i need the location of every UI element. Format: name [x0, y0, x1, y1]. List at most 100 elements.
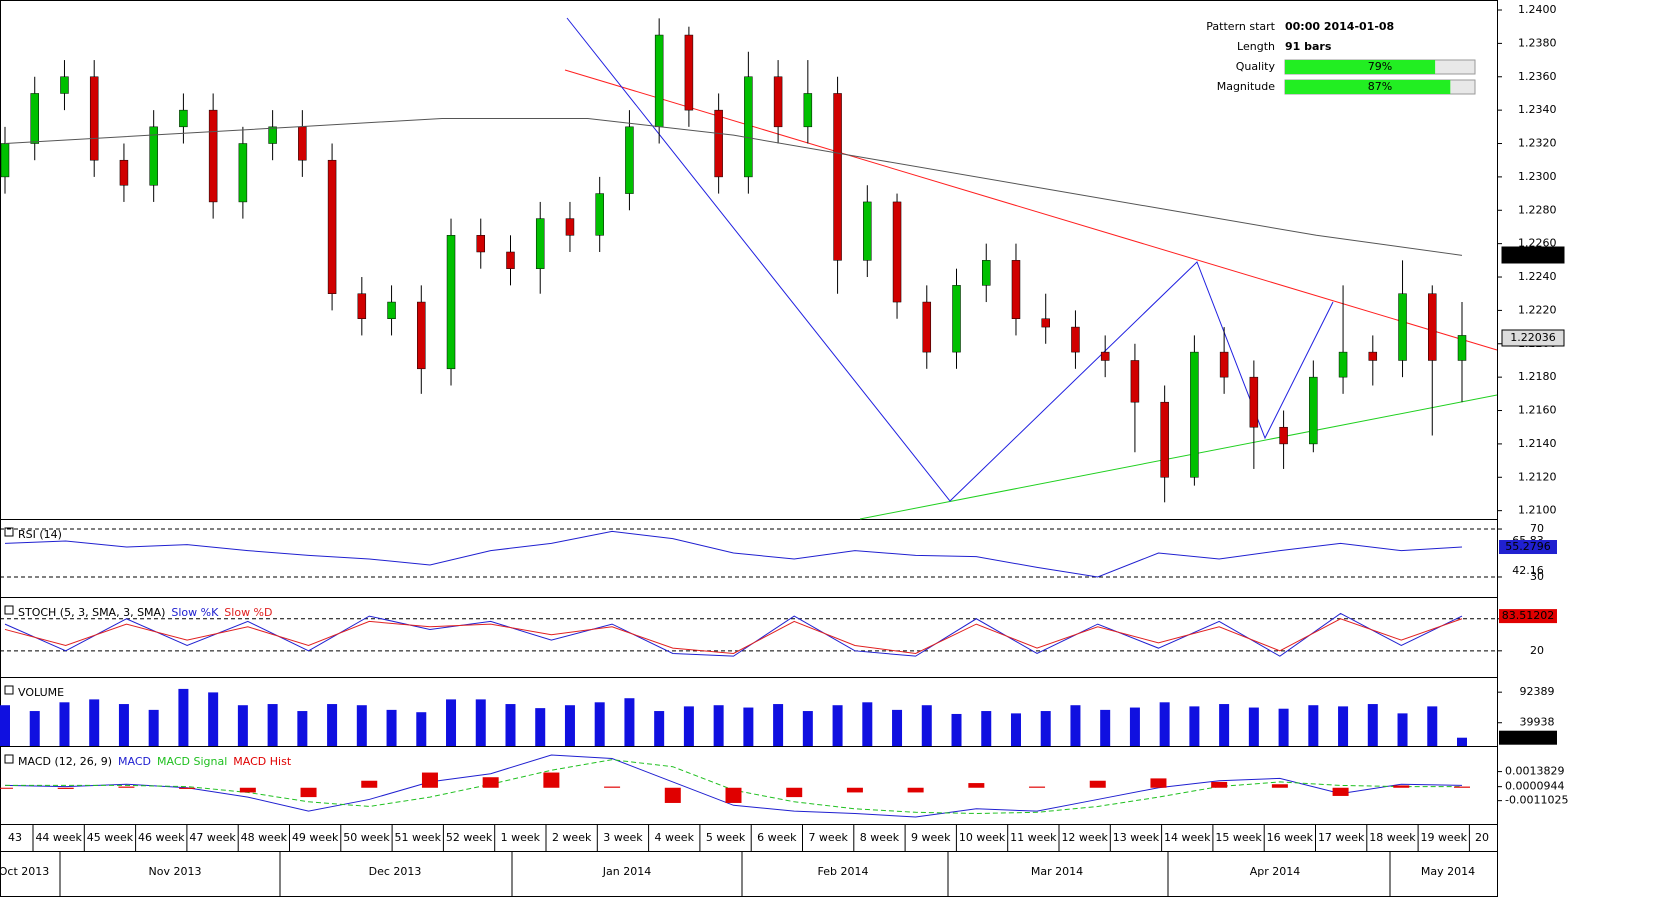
y-tick-label: 1.2180	[1518, 370, 1557, 383]
volume-bar	[1278, 708, 1289, 746]
macd-hist	[1332, 787, 1349, 796]
volume-bar	[1427, 706, 1438, 746]
indicator-line	[4, 754, 1463, 818]
side-label: 14242.42	[1502, 731, 1555, 744]
week-label: 3 week	[603, 831, 643, 844]
volume-bar	[356, 705, 367, 746]
volume-bar	[416, 712, 427, 746]
volume-bar	[624, 698, 635, 746]
candle-body	[1249, 376, 1259, 428]
candle-body	[327, 159, 337, 294]
meter-fill	[1285, 60, 1436, 74]
candle-body	[357, 293, 367, 319]
week-label: 52 week	[446, 831, 493, 844]
week-label: 15 week	[1215, 831, 1262, 844]
meter-fill	[1285, 80, 1451, 94]
legend-entry: MACD Signal	[157, 755, 227, 768]
candle-body	[863, 201, 872, 261]
candle-body	[1428, 293, 1437, 361]
support-line	[859, 394, 1498, 520]
info-value: 00:00 2014-01-08	[1285, 20, 1394, 33]
macd-hist	[1393, 785, 1410, 788]
y-tick-label: 1.2160	[1518, 404, 1557, 417]
week-label: 49 week	[292, 831, 339, 844]
candle-body	[0, 143, 10, 178]
indicator-line	[4, 612, 1463, 657]
week-label: 46 week	[138, 831, 185, 844]
macd-hist	[1029, 786, 1046, 788]
volume-bar	[118, 704, 129, 746]
candle-body	[149, 126, 158, 186]
volume-bar	[1338, 706, 1349, 746]
candle-body	[1309, 376, 1318, 445]
y-tick-label: 1.2320	[1518, 137, 1557, 150]
candle-body	[1368, 351, 1378, 361]
volume-bar	[267, 704, 278, 746]
macd-hist	[604, 786, 621, 788]
side-label: 83.51202	[1502, 609, 1555, 622]
collapse-icon	[4, 685, 14, 695]
candle-body	[1190, 351, 1199, 478]
panel-title: STOCH (5, 3, SMA, 3, SMA) Slow %K Slow %D	[18, 606, 272, 619]
macd-hist	[846, 787, 863, 793]
candle-body	[238, 143, 248, 203]
macd-hist	[361, 780, 378, 788]
candle-body	[1279, 426, 1288, 445]
volume-bar	[1040, 711, 1051, 746]
volume-bar	[892, 709, 903, 746]
candle-body	[89, 76, 99, 161]
info-label: Length	[1237, 40, 1275, 53]
candle-body	[773, 76, 783, 128]
price-box	[1501, 329, 1565, 347]
y-tick-label: 1.2380	[1518, 36, 1557, 49]
candle-body	[833, 93, 842, 261]
meter-label: 87%	[1368, 80, 1392, 93]
candle-body	[60, 76, 69, 94]
panel-title-text: MACD (12, 26, 9)	[18, 755, 112, 768]
volume-bar	[713, 705, 724, 746]
volume-bar	[535, 708, 546, 746]
volume-bar	[981, 711, 992, 746]
volume-bar	[29, 711, 40, 746]
macd-hist	[1211, 781, 1228, 788]
macd-hist	[664, 787, 681, 803]
volume-bar	[237, 705, 248, 746]
candle-body	[595, 193, 604, 236]
volume-bar	[386, 709, 397, 746]
moving-average	[4, 117, 1463, 256]
volume-bar	[1100, 709, 1111, 746]
y-tick-label: 0.0013829	[1505, 765, 1565, 778]
week-label: 8 week	[860, 831, 900, 844]
indicator-line	[4, 530, 1463, 578]
y-tick-label: 1.2140	[1518, 437, 1557, 450]
volume-bar	[148, 709, 159, 746]
month-label: Dec 2013	[369, 865, 422, 878]
week-label: 17 week	[1318, 831, 1365, 844]
week-label: 18 week	[1369, 831, 1416, 844]
y-tick-label: 1.2360	[1518, 70, 1557, 83]
candle-body	[417, 301, 426, 370]
week-label: 20	[1475, 831, 1489, 844]
week-label: 43	[8, 831, 22, 844]
week-label: 44 week	[35, 831, 82, 844]
month-label: Mar 2014	[1031, 865, 1083, 878]
side-label: 42.16	[1512, 564, 1544, 577]
volume-bar	[208, 692, 219, 746]
month-label: Oct 2013	[0, 865, 49, 878]
y-tick-label: 20	[1530, 644, 1544, 657]
volume-bar	[1010, 713, 1021, 746]
volume-bar	[1159, 702, 1170, 746]
week-label: 2 week	[552, 831, 592, 844]
macd-hist	[482, 777, 499, 788]
week-label: 10 week	[959, 831, 1006, 844]
volume-bar	[0, 705, 10, 746]
candle-body	[1457, 335, 1467, 361]
macd-hist	[786, 787, 803, 798]
volume-bar	[327, 704, 338, 746]
candle-body	[208, 109, 218, 203]
volume-bar	[1457, 737, 1467, 746]
y-tick-label: 1.2400	[1518, 3, 1557, 16]
y-tick-label: 1.2100	[1518, 504, 1557, 517]
candle-body	[1219, 351, 1229, 378]
